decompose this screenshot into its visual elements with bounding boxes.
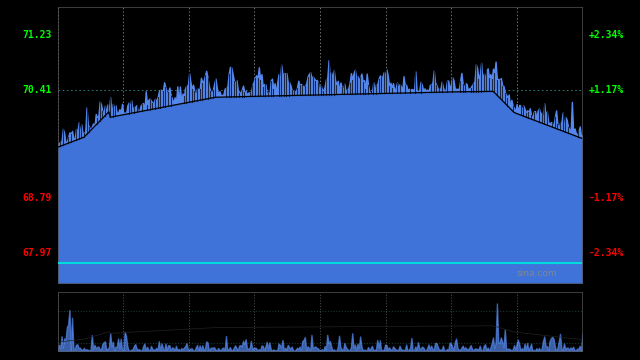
Text: 68.79: 68.79 <box>22 193 51 203</box>
Text: +1.17%: +1.17% <box>589 85 624 95</box>
Text: 71.23: 71.23 <box>22 30 51 40</box>
Text: -2.34%: -2.34% <box>589 248 624 258</box>
Text: sina.com: sina.com <box>517 269 557 278</box>
Text: 70.41: 70.41 <box>22 85 51 95</box>
Text: +2.34%: +2.34% <box>589 30 624 40</box>
Text: -1.17%: -1.17% <box>589 193 624 203</box>
Text: 67.97: 67.97 <box>22 248 51 258</box>
